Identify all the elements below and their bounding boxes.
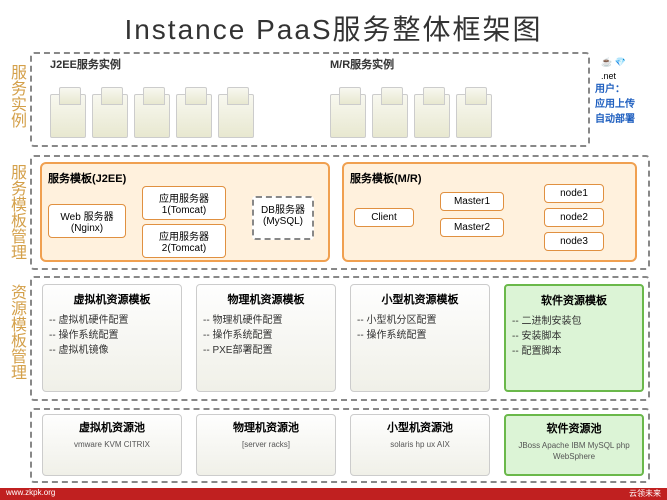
sw-item: -- 二进制安装包 <box>512 314 636 329</box>
server-icon <box>414 94 450 138</box>
j2ee-inst-title: J2EE服务实例 <box>50 56 310 72</box>
sw-pool-logos: JBoss Apache IBM MySQL php WebSphere <box>510 440 638 462</box>
node1-node: node1 <box>544 184 604 203</box>
row2-label: 服务模板管理 <box>4 160 28 264</box>
sm-item: -- 操作系统配置 <box>357 328 483 343</box>
j2ee-servers <box>50 76 310 138</box>
pm-res-title: 物理机资源模板 <box>203 291 329 307</box>
j2ee-instance: J2EE服务实例 <box>50 56 310 138</box>
server-icon <box>330 94 366 138</box>
app-server1-node: 应用服务器1(Tomcat) <box>142 186 226 220</box>
sm-pool-title: 小型机资源池 <box>355 419 485 435</box>
db-server-node: DB服务器(MySQL) <box>252 196 314 240</box>
vm-pool-logos: vmware KVM CITRIX <box>47 439 177 450</box>
client-node: Client <box>354 208 414 227</box>
footer-right: 云领未来 <box>629 488 661 500</box>
sm-resource-template: 小型机资源模板 -- 小型机分区配置 -- 操作系统配置 <box>350 284 490 392</box>
mr-inst-title: M/R服务实例 <box>330 56 570 72</box>
mr-instance: M/R服务实例 <box>330 56 570 138</box>
server-icon <box>176 94 212 138</box>
vm-item: -- 操作系统配置 <box>49 328 175 343</box>
vm-resource-template: 虚拟机资源模板 -- 虚拟机硬件配置 -- 操作系统配置 -- 虚拟机镜像 <box>42 284 182 392</box>
server-icon <box>218 94 254 138</box>
pm-item: -- PXE部署配置 <box>203 343 329 358</box>
vm-item: -- 虚拟机硬件配置 <box>49 313 175 328</box>
row1-label: 服务实例 <box>4 60 28 132</box>
pm-pool-title: 物理机资源池 <box>201 419 331 435</box>
pm-item: -- 操作系统配置 <box>203 328 329 343</box>
j2ee-tmpl-title: 服务模板(J2EE) <box>48 170 322 186</box>
footer-left: www.zkpk.org <box>6 488 55 500</box>
sm-res-title: 小型机资源模板 <box>357 291 483 307</box>
sw-item: -- 配置脚本 <box>512 344 636 359</box>
page-title: Instance PaaS服务整体框架图 <box>0 0 667 52</box>
vm-res-title: 虚拟机资源模板 <box>49 291 175 307</box>
pm-item: -- 物理机硬件配置 <box>203 313 329 328</box>
node3-node: node3 <box>544 232 604 251</box>
sw-item: -- 安装脚本 <box>512 329 636 344</box>
master1-node: Master1 <box>440 192 504 211</box>
web-server-node: Web 服务器(Nginx) <box>48 204 126 238</box>
j2ee-template: 服务模板(J2EE) Web 服务器(Nginx) 应用服务器1(Tomcat)… <box>40 162 330 262</box>
server-icon <box>134 94 170 138</box>
master2-node: Master2 <box>440 218 504 237</box>
pm-resource-template: 物理机资源模板 -- 物理机硬件配置 -- 操作系统配置 -- PXE部署配置 <box>196 284 336 392</box>
sw-resource-template: 软件资源模板 -- 二进制安装包 -- 安装脚本 -- 配置脚本 <box>504 284 644 392</box>
user-line2: 应用上传 <box>595 99 635 110</box>
sw-res-title: 软件资源模板 <box>512 292 636 308</box>
mr-template: 服务模板(M/R) Client Master1 Master2 node1 n… <box>342 162 637 262</box>
sw-pool: 软件资源池 JBoss Apache IBM MySQL php WebSphe… <box>504 414 644 476</box>
vm-pool-title: 虚拟机资源池 <box>47 419 177 435</box>
user-line3: 自动部署 <box>595 114 635 125</box>
mr-servers <box>330 76 570 138</box>
footer: www.zkpk.org 云领未来 <box>0 488 667 500</box>
user-box: 用户： 应用上传 自动部署 <box>595 80 655 125</box>
server-icon <box>92 94 128 138</box>
row3-label: 资源模板管理 <box>4 280 28 384</box>
tech-icons: ☕ 💎.net <box>601 55 659 83</box>
server-icon <box>372 94 408 138</box>
app-server2-node: 应用服务器2(Tomcat) <box>142 224 226 258</box>
pm-pool-logos: [server racks] <box>201 439 331 450</box>
sm-pool: 小型机资源池 solaris hp ux AIX <box>350 414 490 476</box>
sw-pool-title: 软件资源池 <box>510 420 638 436</box>
pm-pool: 物理机资源池 [server racks] <box>196 414 336 476</box>
server-icon <box>456 94 492 138</box>
node2-node: node2 <box>544 208 604 227</box>
vm-pool: 虚拟机资源池 vmware KVM CITRIX <box>42 414 182 476</box>
vm-item: -- 虚拟机镜像 <box>49 343 175 358</box>
sm-item: -- 小型机分区配置 <box>357 313 483 328</box>
sm-pool-logos: solaris hp ux AIX <box>355 439 485 450</box>
server-icon <box>50 94 86 138</box>
user-line1: 用户： <box>595 84 625 95</box>
